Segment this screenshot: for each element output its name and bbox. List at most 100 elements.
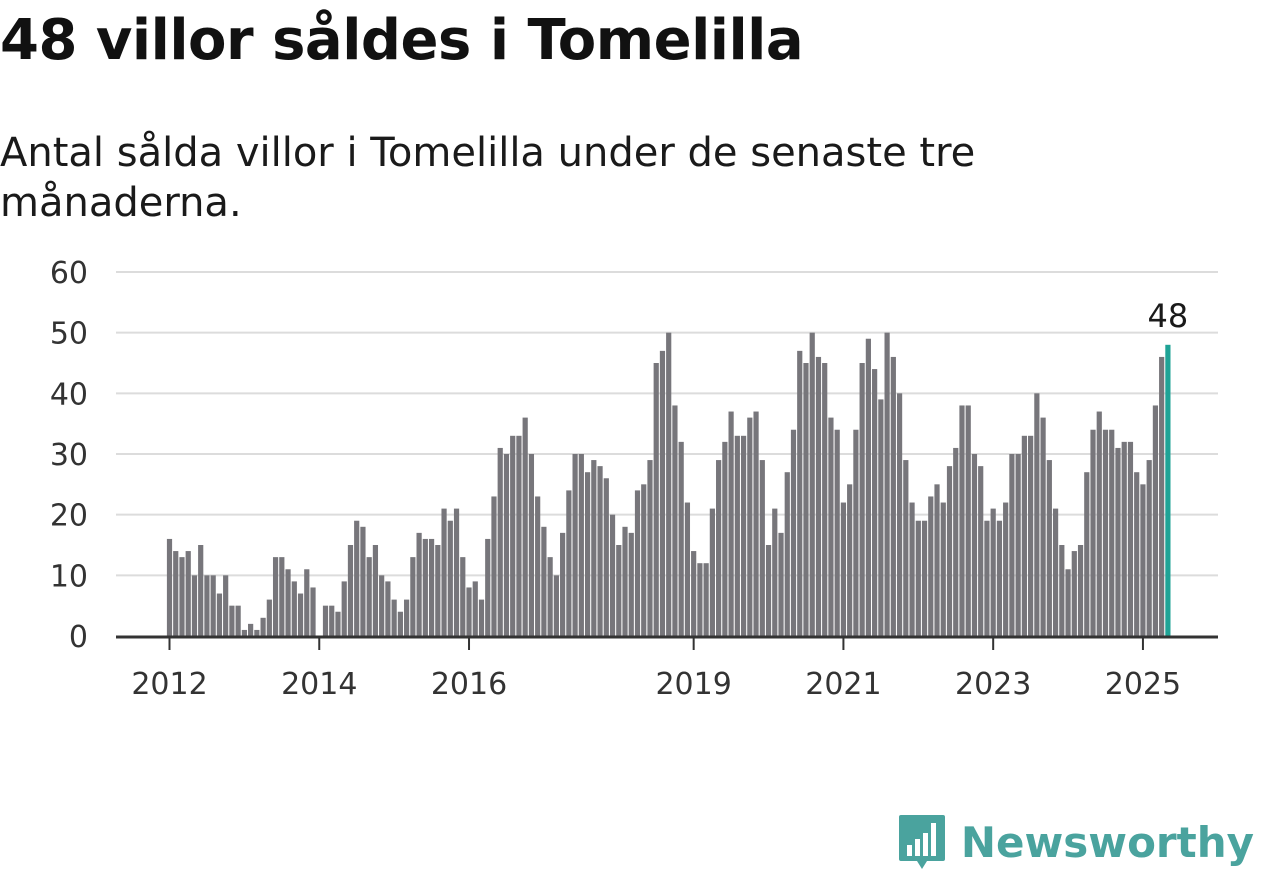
bar xyxy=(1046,460,1052,636)
bar xyxy=(354,520,360,636)
bar xyxy=(772,508,778,636)
bar xyxy=(903,460,909,636)
bar xyxy=(522,417,528,636)
bar xyxy=(216,593,223,636)
x-tick-label: 2016 xyxy=(431,667,507,702)
bar xyxy=(297,593,304,636)
bar xyxy=(578,454,584,636)
bar xyxy=(1096,411,1102,636)
bar xyxy=(940,502,946,636)
bar xyxy=(1034,393,1040,636)
bar xyxy=(304,569,310,636)
bar xyxy=(597,466,603,636)
y-tick-label: 30 xyxy=(50,438,88,473)
bar xyxy=(341,581,347,636)
bar xyxy=(990,508,996,636)
bar xyxy=(653,363,659,636)
x-tick-label: 2019 xyxy=(655,667,731,702)
bar xyxy=(497,447,503,636)
bar xyxy=(1121,441,1127,636)
newsworthy-bar-chart-logo-icon xyxy=(898,815,945,869)
bar xyxy=(984,520,990,636)
bar xyxy=(853,429,859,636)
x-tick-label: 2012 xyxy=(131,667,207,702)
bar xyxy=(472,581,478,636)
bar xyxy=(1059,545,1065,636)
bar xyxy=(921,520,928,636)
bar xyxy=(978,466,984,636)
bar xyxy=(609,514,616,636)
bar xyxy=(248,623,254,636)
bar xyxy=(884,332,890,636)
bar xyxy=(541,526,547,636)
bar-chart: 0 10 20 30 40 50 60 2012 2014 2016 2019 2021 2023 202… xyxy=(50,256,1218,702)
bar xyxy=(204,575,210,636)
bar xyxy=(784,472,790,636)
bar xyxy=(279,557,285,636)
bar xyxy=(728,411,734,636)
bar xyxy=(397,611,403,636)
bar xyxy=(740,435,747,636)
bar xyxy=(1028,435,1034,636)
bar xyxy=(722,441,728,636)
bar xyxy=(491,496,497,636)
bar xyxy=(803,363,809,636)
bar xyxy=(428,538,435,636)
bar xyxy=(1052,508,1059,636)
bar xyxy=(1021,435,1027,636)
bar xyxy=(797,350,803,636)
bar xyxy=(1146,460,1152,636)
bar xyxy=(335,611,341,636)
bar xyxy=(909,502,915,636)
bar xyxy=(410,557,416,636)
y-tick-label: 50 xyxy=(50,317,88,352)
y-tick-label: 0 xyxy=(69,620,88,655)
y-tick-label: 40 xyxy=(50,377,88,412)
bar xyxy=(460,557,466,636)
highlight-value-label: 48 xyxy=(1148,297,1189,335)
bar xyxy=(566,490,572,636)
bar xyxy=(1071,551,1077,636)
bar xyxy=(1102,429,1109,636)
bar xyxy=(510,435,516,636)
bar xyxy=(1084,472,1090,636)
bar xyxy=(1109,429,1115,636)
bar xyxy=(971,454,978,636)
bar xyxy=(603,478,609,636)
bar xyxy=(1090,429,1096,636)
bar xyxy=(815,356,822,636)
x-tick-label: 2014 xyxy=(281,667,357,702)
bar xyxy=(385,581,391,636)
bar xyxy=(959,405,965,636)
bar xyxy=(447,520,453,636)
bar xyxy=(747,417,753,636)
bar xyxy=(260,617,266,636)
highlight-bar xyxy=(1165,344,1171,636)
bar xyxy=(822,363,828,636)
bar xyxy=(934,484,940,636)
bar xyxy=(641,484,647,636)
bar xyxy=(560,532,566,636)
bar xyxy=(591,460,597,636)
y-tick-label: 10 xyxy=(50,559,88,594)
bar xyxy=(1009,454,1015,636)
bar xyxy=(628,532,634,636)
y-tick-label: 20 xyxy=(50,499,88,534)
bar xyxy=(996,520,1003,636)
bar xyxy=(191,575,198,636)
bar xyxy=(266,599,272,636)
bar xyxy=(1015,454,1021,636)
x-tick-label: 2021 xyxy=(805,667,881,702)
bar xyxy=(485,538,491,636)
bar xyxy=(759,460,765,636)
bar xyxy=(765,545,772,636)
bar xyxy=(647,460,653,636)
bar xyxy=(965,405,971,636)
bar xyxy=(435,545,441,636)
bar xyxy=(928,496,934,636)
bar xyxy=(416,532,422,636)
bar xyxy=(441,508,447,636)
bar xyxy=(547,557,553,636)
bar xyxy=(946,466,953,636)
bar xyxy=(478,599,485,636)
